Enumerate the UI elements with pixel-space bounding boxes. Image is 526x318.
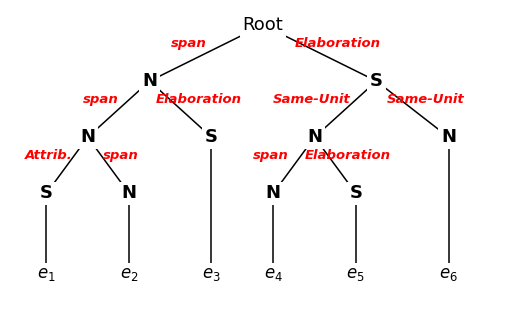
Text: Elaboration: Elaboration (295, 37, 381, 50)
Text: N: N (266, 184, 281, 202)
Text: Root: Root (242, 16, 284, 34)
Text: S: S (205, 128, 218, 146)
Text: span: span (170, 37, 206, 50)
Text: S: S (349, 184, 362, 202)
Text: span: span (83, 93, 118, 106)
Text: Elaboration: Elaboration (305, 149, 391, 162)
Text: $e_1$: $e_1$ (37, 265, 56, 283)
Text: N: N (80, 128, 95, 146)
Text: $e_4$: $e_4$ (264, 265, 283, 283)
Text: $e_2$: $e_2$ (120, 265, 138, 283)
Text: N: N (307, 128, 322, 146)
Text: N: N (122, 184, 136, 202)
Text: $e_5$: $e_5$ (347, 265, 365, 283)
Text: N: N (142, 72, 157, 90)
Text: Same-Unit: Same-Unit (273, 93, 351, 106)
Text: span: span (104, 149, 139, 162)
Text: S: S (40, 184, 53, 202)
Text: span: span (253, 149, 289, 162)
Text: $e_6$: $e_6$ (439, 265, 458, 283)
Text: S: S (370, 72, 383, 90)
Text: Attrib.: Attrib. (25, 149, 73, 162)
Text: Same-Unit: Same-Unit (387, 93, 464, 106)
Text: N: N (441, 128, 456, 146)
Text: $e_3$: $e_3$ (202, 265, 221, 283)
Text: Elaboration: Elaboration (156, 93, 241, 106)
